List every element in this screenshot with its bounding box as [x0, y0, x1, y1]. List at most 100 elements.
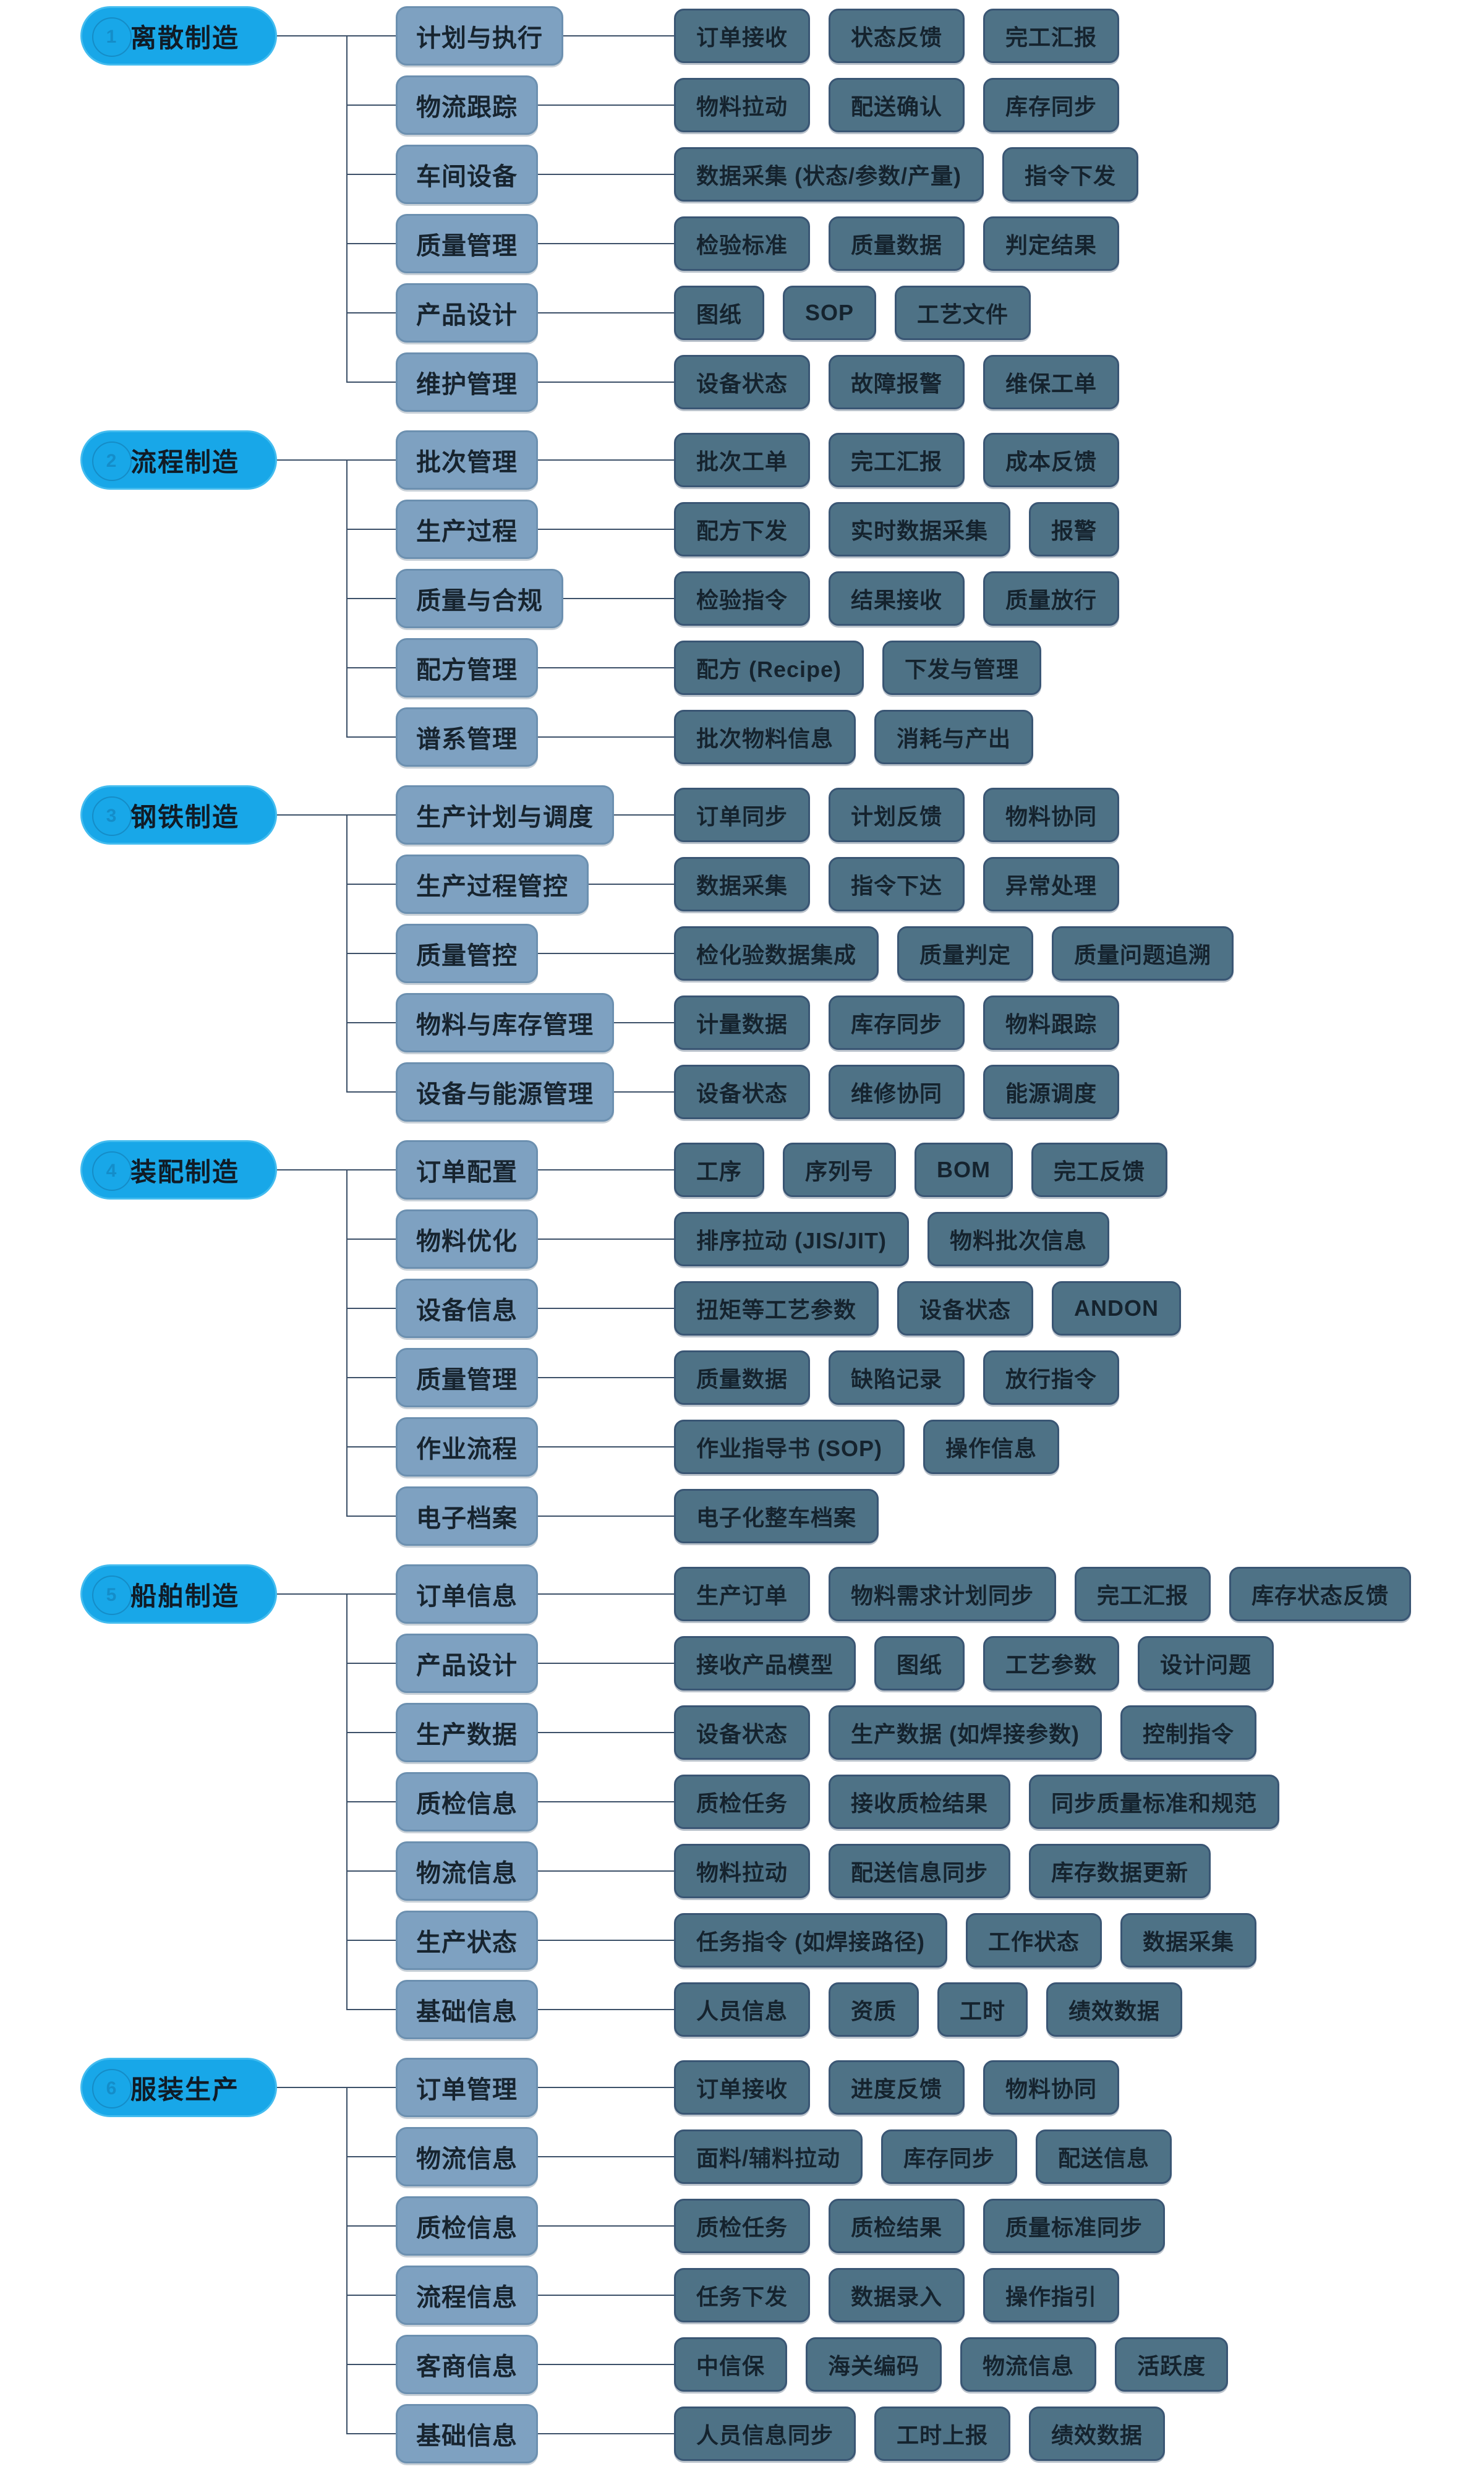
leaf-node[interactable]: 下发与管理 — [882, 641, 1042, 695]
branch-node[interactable]: 配方管理 — [396, 638, 538, 697]
root-node[interactable]: 5 船舶制造 — [80, 1564, 278, 1624]
branch-node[interactable]: 订单信息 — [396, 1564, 538, 1624]
leaf-node[interactable]: 任务指令 (如焊接路径) — [674, 1913, 947, 1968]
leaf-node[interactable]: 物料协同 — [983, 2060, 1120, 2115]
leaf-node[interactable]: 质量标准同步 — [983, 2199, 1166, 2253]
branch-node[interactable]: 作业流程 — [396, 1417, 538, 1477]
leaf-node[interactable]: 同步质量标准和规范 — [1029, 1775, 1280, 1829]
leaf-node[interactable]: 设备状态 — [674, 355, 811, 409]
branch-node[interactable]: 谱系管理 — [396, 707, 538, 767]
leaf-node[interactable]: 面料/辅料拉动 — [674, 2130, 863, 2184]
leaf-node[interactable]: 作业指导书 (SOP) — [674, 1420, 905, 1474]
leaf-node[interactable]: 物料拉动 — [674, 78, 811, 132]
leaf-node[interactable]: 订单同步 — [674, 788, 811, 842]
leaf-node[interactable]: 设备状态 — [674, 1705, 811, 1760]
branch-node[interactable]: 物料与库存管理 — [396, 993, 614, 1052]
leaf-node[interactable]: 扭矩等工艺参数 — [674, 1281, 879, 1336]
branch-node[interactable]: 基础信息 — [396, 2404, 538, 2463]
branch-node[interactable]: 流程信息 — [396, 2266, 538, 2325]
leaf-node[interactable]: 库存状态反馈 — [1229, 1567, 1412, 1621]
leaf-node[interactable]: 接收质检结果 — [829, 1775, 1011, 1829]
leaf-node[interactable]: 配送信息同步 — [829, 1844, 1011, 1898]
leaf-node[interactable]: 物料跟踪 — [983, 995, 1120, 1050]
leaf-node[interactable]: 数据采集 — [674, 857, 811, 911]
leaf-node[interactable]: 故障报警 — [829, 355, 965, 409]
branch-node[interactable]: 设备与能源管理 — [396, 1062, 614, 1122]
leaf-node[interactable]: 配送信息 — [1036, 2130, 1172, 2184]
branch-node[interactable]: 车间设备 — [396, 145, 538, 204]
leaf-node[interactable]: 能源调度 — [983, 1065, 1120, 1119]
leaf-node[interactable]: 设备状态 — [674, 1065, 811, 1119]
leaf-node[interactable]: 质量判定 — [897, 926, 1034, 981]
leaf-node[interactable]: 检验标准 — [674, 216, 811, 271]
leaf-node[interactable]: 检化验数据集成 — [674, 926, 879, 981]
leaf-node[interactable]: 工序 — [674, 1143, 765, 1197]
leaf-node[interactable]: 批次物料信息 — [674, 710, 856, 764]
leaf-node[interactable]: 指令下达 — [829, 857, 965, 911]
branch-node[interactable]: 生产数据 — [396, 1703, 538, 1762]
leaf-node[interactable]: 设计问题 — [1138, 1636, 1274, 1690]
leaf-node[interactable]: 订单接收 — [674, 9, 811, 63]
branch-node[interactable]: 设备信息 — [396, 1279, 538, 1338]
leaf-node[interactable]: 操作指引 — [983, 2268, 1120, 2322]
leaf-node[interactable]: 库存同步 — [983, 78, 1120, 132]
leaf-node[interactable]: 配方 (Recipe) — [674, 641, 864, 695]
branch-node[interactable]: 质检信息 — [396, 2196, 538, 2256]
leaf-node[interactable]: 中信保 — [674, 2337, 788, 2392]
leaf-node[interactable]: 库存数据更新 — [1029, 1844, 1211, 1898]
branch-node[interactable]: 计划与执行 — [396, 6, 563, 66]
branch-node[interactable]: 物流信息 — [396, 2127, 538, 2186]
leaf-node[interactable]: 结果接收 — [829, 571, 965, 626]
leaf-node[interactable]: 成本反馈 — [983, 433, 1120, 487]
leaf-node[interactable]: 生产订单 — [674, 1567, 811, 1621]
leaf-node[interactable]: 质检任务 — [674, 1775, 811, 1829]
leaf-node[interactable]: 质量数据 — [829, 216, 965, 271]
leaf-node[interactable]: 判定结果 — [983, 216, 1120, 271]
leaf-node[interactable]: 报警 — [1029, 502, 1120, 556]
branch-node[interactable]: 生产计划与调度 — [396, 785, 614, 845]
leaf-node[interactable]: 完工反馈 — [1031, 1143, 1168, 1197]
leaf-node[interactable]: 物料拉动 — [674, 1844, 811, 1898]
leaf-node[interactable]: 配方下发 — [674, 502, 811, 556]
leaf-node[interactable]: 图纸 — [874, 1636, 965, 1690]
leaf-node[interactable]: 海关编码 — [806, 2337, 942, 2392]
leaf-node[interactable]: 数据采集 — [1120, 1913, 1257, 1968]
leaf-node[interactable]: 工作状态 — [965, 1913, 1102, 1968]
branch-node[interactable]: 质量管理 — [396, 1348, 538, 1407]
leaf-node[interactable]: 绩效数据 — [1046, 1982, 1183, 2037]
leaf-node[interactable]: 物料协同 — [983, 788, 1120, 842]
leaf-node[interactable]: 进度反馈 — [829, 2060, 965, 2115]
leaf-node[interactable]: 数据录入 — [829, 2268, 965, 2322]
branch-node[interactable]: 维护管理 — [396, 352, 538, 412]
leaf-node[interactable]: 批次工单 — [674, 433, 811, 487]
leaf-node[interactable]: 工艺文件 — [895, 286, 1031, 340]
leaf-node[interactable]: 设备状态 — [897, 1281, 1034, 1336]
leaf-node[interactable]: 图纸 — [674, 286, 765, 340]
leaf-node[interactable]: 物料批次信息 — [927, 1212, 1110, 1266]
leaf-node[interactable]: 排序拉动 (JIS/JIT) — [674, 1212, 910, 1266]
leaf-node[interactable]: 完工汇报 — [829, 433, 965, 487]
branch-node[interactable]: 订单管理 — [396, 2058, 538, 2117]
leaf-node[interactable]: 电子化整车档案 — [674, 1489, 879, 1543]
leaf-node[interactable]: BOM — [915, 1143, 1013, 1197]
leaf-node[interactable]: 缺陷记录 — [829, 1350, 965, 1405]
leaf-node[interactable]: 工时上报 — [874, 2407, 1011, 2461]
leaf-node[interactable]: 操作信息 — [923, 1420, 1060, 1474]
leaf-node[interactable]: 完工汇报 — [983, 9, 1120, 63]
leaf-node[interactable]: 任务下发 — [674, 2268, 811, 2322]
branch-node[interactable]: 生产过程 — [396, 500, 538, 559]
root-node[interactable]: 3 钢铁制造 — [80, 785, 278, 845]
leaf-node[interactable]: 订单接收 — [674, 2060, 811, 2115]
leaf-node[interactable]: 控制指令 — [1120, 1705, 1257, 1760]
leaf-node[interactable]: 资质 — [829, 1982, 919, 2037]
root-node[interactable]: 1 离散制造 — [80, 6, 278, 66]
leaf-node[interactable]: 放行指令 — [983, 1350, 1120, 1405]
branch-node[interactable]: 电子档案 — [396, 1486, 538, 1546]
leaf-node[interactable]: 库存同步 — [829, 995, 965, 1050]
leaf-node[interactable]: 序列号 — [783, 1143, 897, 1197]
leaf-node[interactable]: 指令下发 — [1002, 147, 1138, 202]
leaf-node[interactable]: 质量数据 — [674, 1350, 811, 1405]
branch-node[interactable]: 质量管理 — [396, 214, 538, 273]
leaf-node[interactable]: 消耗与产出 — [874, 710, 1034, 764]
leaf-node[interactable]: 状态反馈 — [829, 9, 965, 63]
